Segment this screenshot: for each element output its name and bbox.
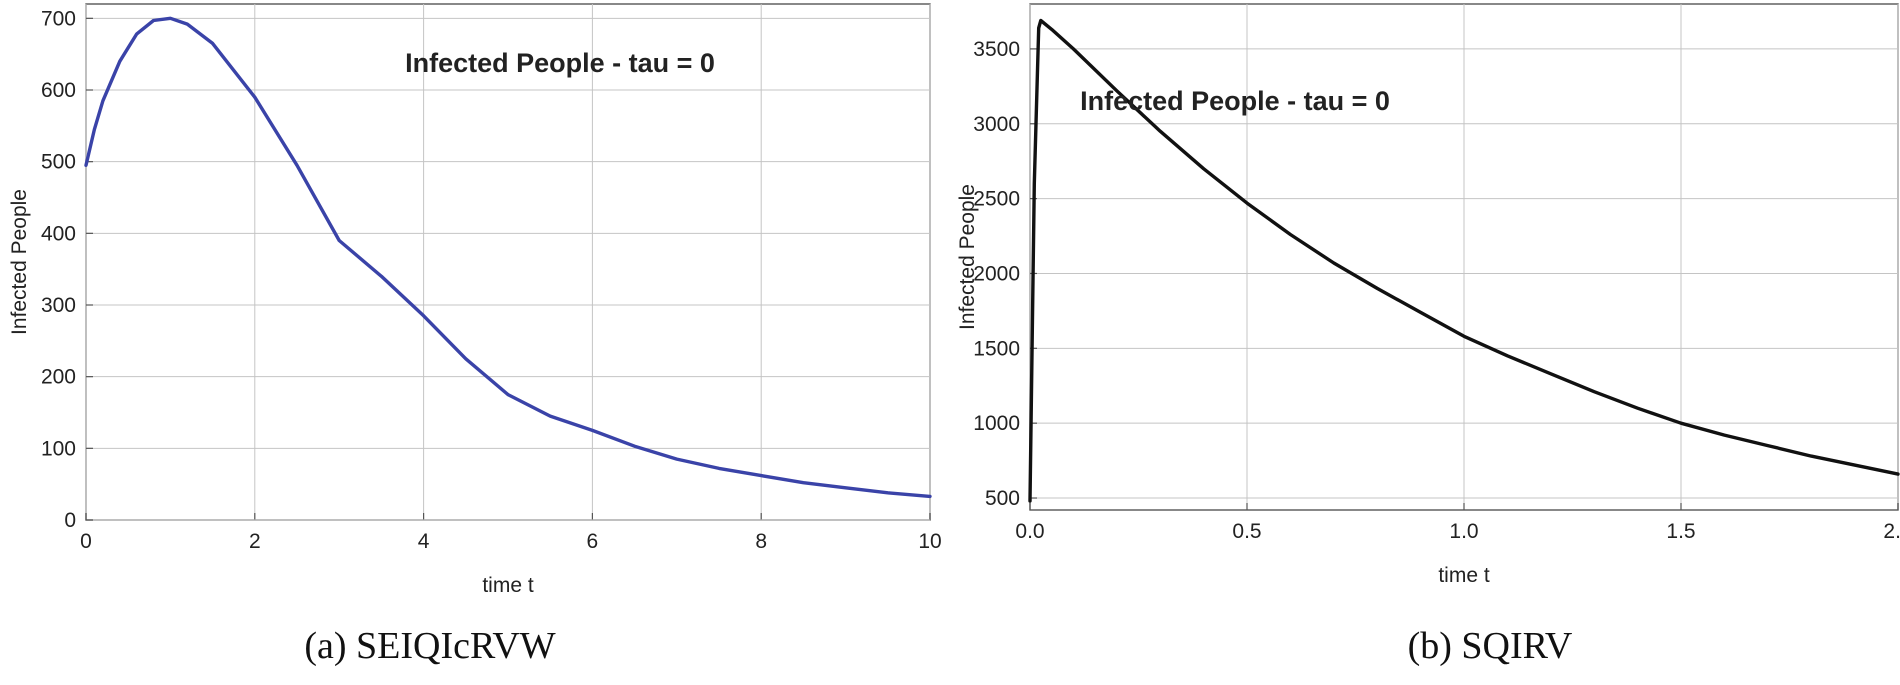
x-tick-label: 0.0 — [1015, 520, 1044, 543]
y-tick-label: 3500 — [973, 38, 1020, 61]
caption-b: (b) SQIRV — [1407, 625, 1573, 667]
x-tick-label: 2.0 — [1883, 520, 1900, 543]
y-axis-label: Infected People — [956, 184, 979, 330]
y-tick-label: 300 — [41, 294, 76, 317]
x-tick-label: 6 — [587, 530, 599, 553]
y-tick-label: 2000 — [973, 262, 1020, 285]
x-tick-label: 10 — [918, 530, 941, 553]
chart-panel-b: 0.0 0.5 1.0 1.5 2.0 500 1000 1500 2000 2500 3000 35… — [950, 0, 1900, 680]
y-tick-label: 100 — [41, 437, 76, 460]
plot-frame — [85, 3, 931, 521]
y-tick-label: 1500 — [973, 337, 1020, 360]
series-line — [1028, 18, 1900, 503]
x-axis-label: time t — [1438, 564, 1490, 587]
x-tick-label: 2 — [249, 530, 261, 553]
chart-title: Infected People - tau = 0 — [405, 48, 715, 78]
chart-title: Infected People - tau = 0 — [1080, 86, 1390, 116]
x-axis-label: time t — [482, 574, 534, 597]
x-tick-label: 0.5 — [1232, 520, 1261, 543]
y-axis-label: Infected People — [8, 189, 31, 335]
y-tick-label: 200 — [41, 366, 76, 389]
y-tick-label: 400 — [41, 222, 76, 245]
y-tick-label: 500 — [985, 487, 1020, 510]
x-tick-label: 0 — [80, 530, 92, 553]
y-tick-label: 2500 — [973, 188, 1020, 211]
series-line — [84, 16, 932, 499]
x-tick-label: 1.0 — [1449, 520, 1478, 543]
y-tick-label: 700 — [41, 7, 76, 30]
x-tick-label: 4 — [418, 530, 430, 553]
y-tick-label: 500 — [41, 151, 76, 174]
y-tick-label: 0 — [64, 509, 76, 532]
x-tick-label: 8 — [755, 530, 767, 553]
caption-a: (a) SEIQIcRVW — [304, 625, 556, 667]
y-tick-label: 3000 — [973, 113, 1020, 136]
chart-panel-a: 0 2 4 6 8 10 0 100 200 300 400 500 600 700 Infected Pe… — [0, 0, 950, 680]
y-tick-label: 600 — [41, 79, 76, 102]
y-tick-label: 1000 — [973, 412, 1020, 435]
x-tick-label: 1.5 — [1666, 520, 1695, 543]
chart-b-svg: 0.0 0.5 1.0 1.5 2.0 500 1000 1500 2000 2500 3000 35… — [956, 3, 1900, 587]
